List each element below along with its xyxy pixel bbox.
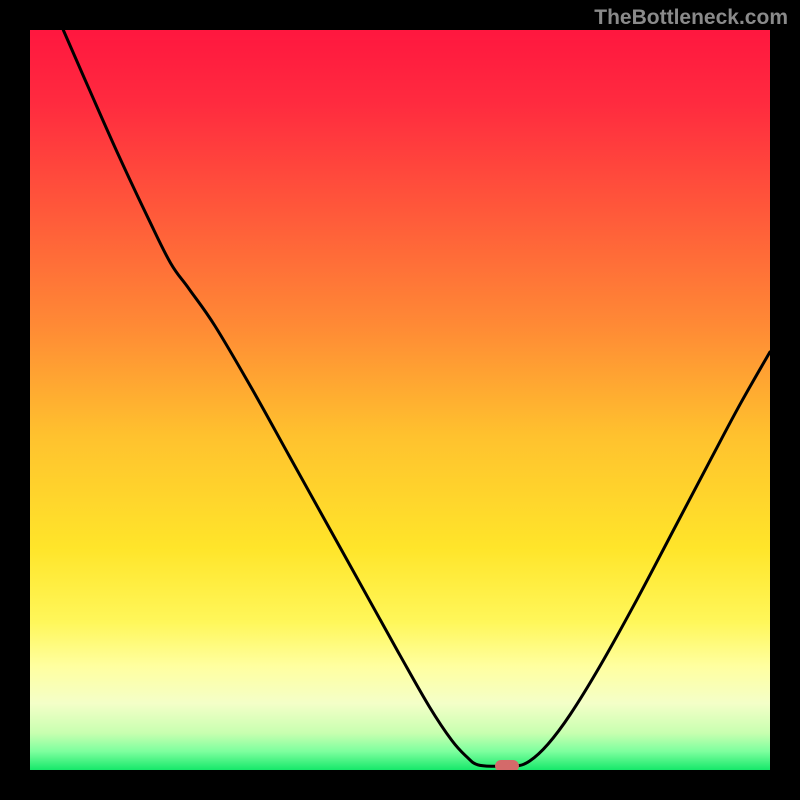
chart-container: TheBottleneck.com	[0, 0, 800, 800]
bottleneck-curve	[30, 30, 770, 770]
plot-area	[30, 30, 770, 770]
curve-path	[63, 30, 770, 767]
watermark-text: TheBottleneck.com	[594, 6, 788, 30]
optimal-marker	[495, 760, 519, 770]
